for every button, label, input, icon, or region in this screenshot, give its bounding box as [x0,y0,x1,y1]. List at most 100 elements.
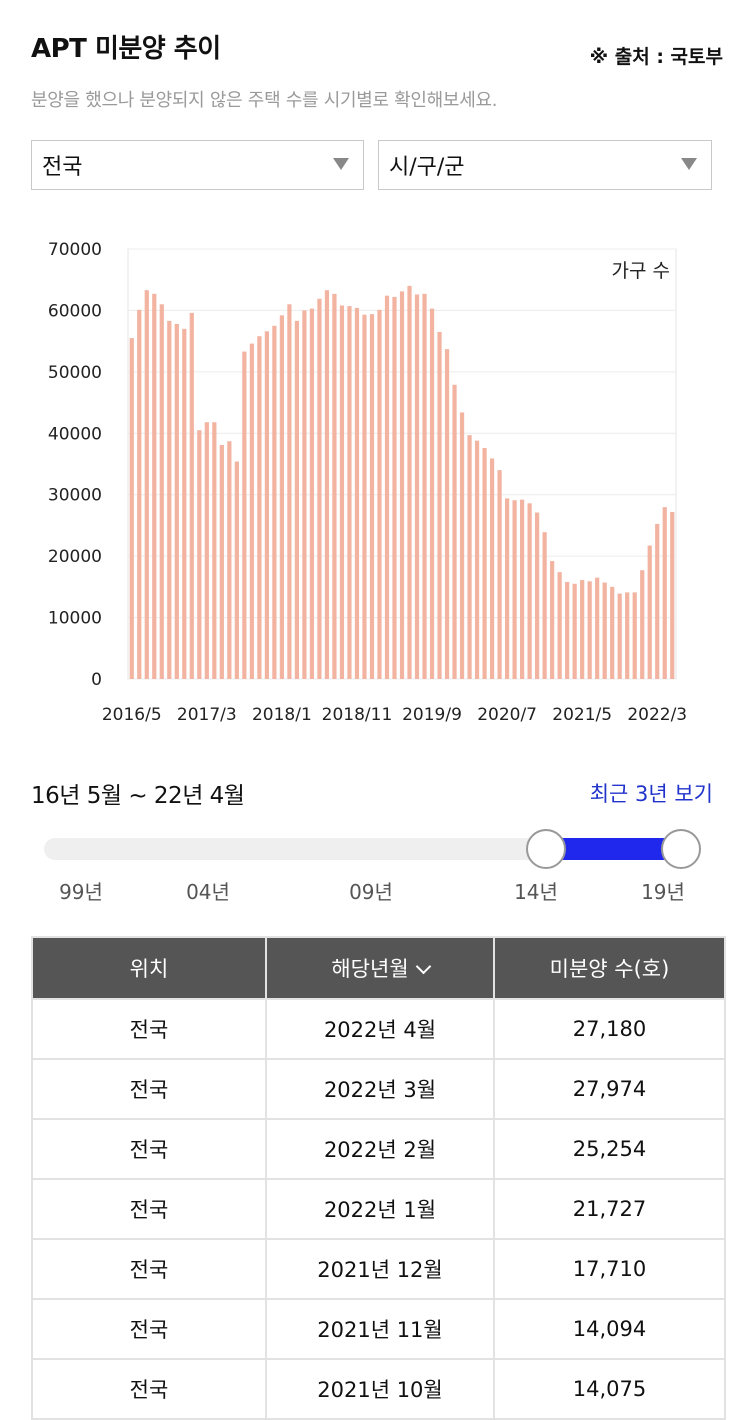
cell-location: 전국 [31,1178,267,1240]
table-row: 전국 2022년 1월 21,727 [31,1178,726,1240]
bar [242,351,247,679]
bar [234,461,239,679]
bar [467,435,472,679]
cell-count: 21,727 [493,1178,726,1240]
column-header-month[interactable]: 해당년월 [265,936,495,1000]
cell-location: 전국 [31,1238,267,1300]
city-select-value: 시/구/군 [389,155,465,180]
bar [287,304,292,679]
cell-count: 17,710 [493,1238,726,1300]
column-header-month-label: 해당년월 [331,957,409,981]
bar [444,349,450,679]
dropdown-arrow-icon [681,158,697,170]
bar [489,458,495,679]
bar [279,315,284,679]
bar [497,470,502,679]
bar [617,593,622,679]
x-tick-label: 2019/9 [402,705,462,725]
year-slider-selected-range [546,838,681,860]
table-row: 전국 2021년 11월 14,094 [31,1298,726,1360]
sort-chevron-down-icon [415,958,431,975]
cell-month: 2022년 3월 [265,1058,495,1120]
y-tick-label: 20000 [48,547,102,567]
bar [339,305,345,679]
unsold-data-table: 위치 해당년월 미분양 수(호) 전국 2022년 4월 27,180 전국 2… [31,936,726,1420]
y-tick-label: 0 [91,670,102,690]
bar [587,581,592,679]
x-tick-label: 2018/11 [322,705,393,725]
cell-count: 14,094 [493,1298,726,1360]
legend-label: 가구 수 [612,260,670,282]
cell-month: 2022년 2월 [265,1118,495,1180]
x-tick-label: 2018/1 [252,705,312,725]
bar [602,582,607,679]
bar [384,295,390,679]
y-tick-label: 60000 [48,301,102,321]
bar [407,285,412,679]
bar [174,323,179,679]
bar [527,503,532,679]
cell-month: 2021년 11월 [265,1298,495,1360]
table-row: 전국 2021년 12월 17,710 [31,1238,726,1300]
bar [249,343,254,679]
bar [437,331,442,679]
bar [632,592,637,679]
bar [332,293,337,679]
bar [137,309,142,679]
x-tick-label: 2022/3 [627,705,687,725]
y-tick-label: 40000 [48,424,102,444]
cell-location: 전국 [31,1058,267,1120]
source-label: ※ 출처 : 국토부 [589,46,723,68]
bar [572,583,577,679]
bar [212,422,217,679]
region-select[interactable]: 전국 [31,140,364,190]
year-slider-end-handle[interactable] [661,829,701,869]
bar [557,572,562,679]
bar [580,580,585,679]
bar [302,310,307,679]
cell-count: 14,075 [493,1358,726,1420]
bar [504,498,510,679]
bar [474,440,480,679]
bar [264,331,269,679]
cell-month: 2021년 12월 [265,1238,495,1300]
bar [670,512,675,679]
y-tick-label: 30000 [48,486,102,506]
table-header-row: 위치 해당년월 미분양 수(호) [31,936,726,1000]
cell-month: 2022년 1월 [265,1178,495,1240]
cell-count: 27,974 [493,1058,726,1120]
bar [159,304,164,679]
cell-month: 2022년 4월 [265,998,495,1060]
bar [219,444,224,679]
bar [422,293,427,679]
bar [452,384,457,679]
y-tick-label: 50000 [48,363,102,383]
bar [347,306,352,679]
column-header-location: 위치 [31,936,267,1000]
bar [324,290,330,679]
dropdown-arrow-icon [333,158,349,170]
bar [610,586,615,679]
bar [369,314,375,679]
bar [399,291,405,679]
year-slider-start-handle[interactable] [526,829,566,869]
bar [512,500,517,679]
city-select[interactable]: 시/구/군 [378,140,712,190]
bar [144,290,149,679]
cell-location: 전국 [31,1298,267,1360]
table-row: 전국 2022년 2월 25,254 [31,1118,726,1180]
region-select-value: 전국 [42,155,83,180]
cell-count: 25,254 [493,1118,726,1180]
x-tick-label: 2020/7 [477,705,537,725]
year-slider-track[interactable] [44,838,684,860]
bar [152,293,157,679]
bar [647,545,652,679]
recent-3-years-link[interactable]: 최근 3년 보기 [589,782,713,806]
bar [459,412,465,679]
slider-tick: 14년 [514,880,558,904]
slider-tick: 04년 [186,880,230,904]
cell-location: 전국 [31,998,267,1060]
slider-tick: 99년 [59,880,103,904]
bar [317,298,322,679]
bar [257,336,262,679]
